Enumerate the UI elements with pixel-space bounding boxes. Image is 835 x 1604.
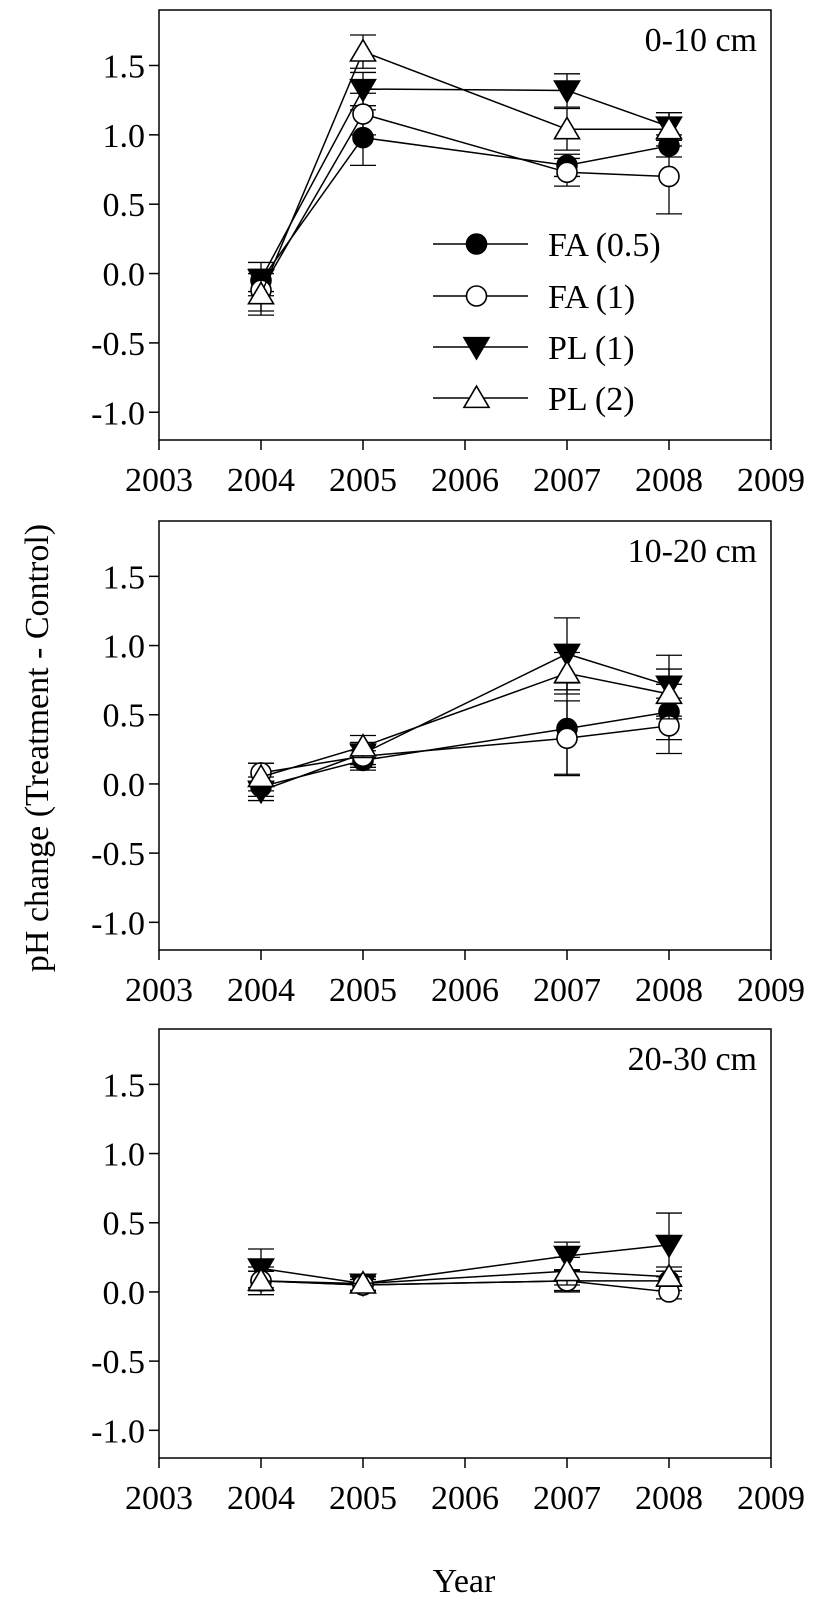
x-axis-title: Year — [433, 1563, 496, 1600]
y-tick-label: 0.5 — [103, 187, 146, 224]
y-tick-label: -1.0 — [91, 1413, 145, 1450]
panel-depth-label: 20-30 cm — [628, 1041, 757, 1078]
x-tick-label: 2007 — [533, 972, 601, 1009]
data-point — [553, 659, 581, 684]
panel-1: -1.0 -0.5 0.0 0.5 1.0 1.5 2003 2004 2005 2006 2007… — [91, 9, 805, 499]
y-tick-label: -1.0 — [91, 905, 145, 942]
series-line — [260, 136, 670, 281]
y-tick-label: 1.5 — [103, 559, 146, 596]
x-tick-label: 2005 — [329, 972, 397, 1009]
y-tick-label: -1.0 — [91, 395, 145, 432]
series-pl-2 — [247, 1256, 683, 1294]
plot-frame — [158, 9, 772, 441]
y-axis-title: pH change (Treatment - Control) — [19, 524, 56, 972]
series-line — [260, 725, 670, 774]
legend-entry: PL (2) — [548, 381, 635, 418]
plot-frame — [158, 1028, 772, 1459]
data-point — [655, 680, 683, 705]
legend-entry: PL (1) — [548, 330, 635, 367]
legend-marker — [465, 233, 488, 255]
x-tick-label: 2003 — [125, 972, 193, 1009]
legend-entry: FA (1) — [548, 279, 635, 316]
data-point — [349, 733, 377, 757]
x-tick-label: 2007 — [533, 462, 601, 499]
panel-2: -1.0 -0.5 0.0 0.5 1.0 1.5 2003 2004 2005 2006 2007… — [91, 520, 805, 1009]
series-fa-1 — [248, 697, 682, 784]
series-line — [260, 1244, 670, 1285]
data-point — [553, 115, 581, 140]
y-tick-label: 1.5 — [103, 48, 146, 85]
x-tick-label: 2006 — [431, 1480, 499, 1517]
x-tick-label: 2008 — [635, 462, 703, 499]
series-fa-0-5 — [248, 682, 682, 798]
data-point — [655, 1234, 683, 1259]
y-tick-label: 0.5 — [103, 1206, 146, 1243]
x-tick-label: 2007 — [533, 1480, 601, 1517]
data-point — [553, 1257, 581, 1282]
data-point — [349, 1270, 377, 1294]
x-tick-label: 2009 — [737, 972, 805, 1009]
x-tick-label: 2005 — [329, 462, 397, 499]
y-tick-label: 1.0 — [103, 1137, 146, 1174]
legend-marker — [462, 336, 491, 361]
x-tick-label: 2006 — [431, 462, 499, 499]
panel-depth-label: 10-20 cm — [628, 533, 757, 570]
data-point — [553, 80, 581, 104]
x-tick-label: 2009 — [737, 1480, 805, 1517]
x-tick-label: 2003 — [125, 1480, 193, 1517]
x-tick-label: 2009 — [737, 462, 805, 499]
data-point — [349, 78, 377, 103]
series-line — [260, 672, 670, 778]
y-tick-label: -0.5 — [91, 836, 145, 873]
data-point — [655, 115, 683, 140]
y-tick-label: -0.5 — [91, 326, 145, 363]
x-tick-label: 2006 — [431, 972, 499, 1009]
series-line — [260, 711, 670, 788]
legend-marker — [462, 384, 491, 409]
series-line — [260, 113, 670, 291]
data-point — [352, 103, 374, 125]
data-point — [247, 763, 275, 788]
y-tick-label: -0.5 — [91, 1344, 145, 1381]
y-tick-label: 0.0 — [103, 257, 146, 294]
data-point — [247, 1267, 275, 1292]
legend-marker — [465, 285, 488, 307]
series-line — [260, 653, 670, 792]
legend-entry: FA (0.5) — [548, 227, 661, 264]
y-tick-label: 1.0 — [103, 629, 146, 666]
series-pl-2 — [247, 651, 683, 792]
series-fa-0-5 — [248, 1266, 682, 1296]
plot-frame — [158, 520, 772, 951]
series-line — [260, 1270, 670, 1285]
x-tick-label: 2003 — [125, 462, 193, 499]
panel-3: -1.0 -0.5 0.0 0.5 1.0 1.5 2003 2004 2005 2006 2007… — [91, 1028, 805, 1517]
y-tick-label: 0.0 — [103, 767, 146, 804]
data-point — [247, 280, 275, 305]
x-tick-label: 2004 — [227, 972, 295, 1009]
y-tick-label: 1.0 — [103, 118, 146, 155]
series-pl-2 — [247, 34, 683, 316]
y-tick-label: 1.5 — [103, 1067, 146, 1104]
x-tick-label: 2004 — [227, 462, 295, 499]
x-tick-label: 2008 — [635, 1480, 703, 1517]
series-line — [260, 50, 669, 295]
data-point — [556, 727, 578, 750]
data-point — [349, 38, 377, 62]
data-point — [556, 161, 578, 184]
y-tick-label: 0.5 — [103, 698, 146, 735]
x-tick-label: 2005 — [329, 1480, 397, 1517]
y-tick-label: 0.0 — [103, 1275, 146, 1312]
x-tick-label: 2004 — [227, 1480, 295, 1517]
x-tick-label: 2008 — [635, 972, 703, 1009]
panel-depth-label: 0-10 cm — [645, 22, 757, 59]
data-point — [655, 1263, 683, 1287]
data-point — [658, 165, 680, 188]
legend: FA (0.5) FA (1) PL (1) PL (2) — [433, 227, 661, 418]
